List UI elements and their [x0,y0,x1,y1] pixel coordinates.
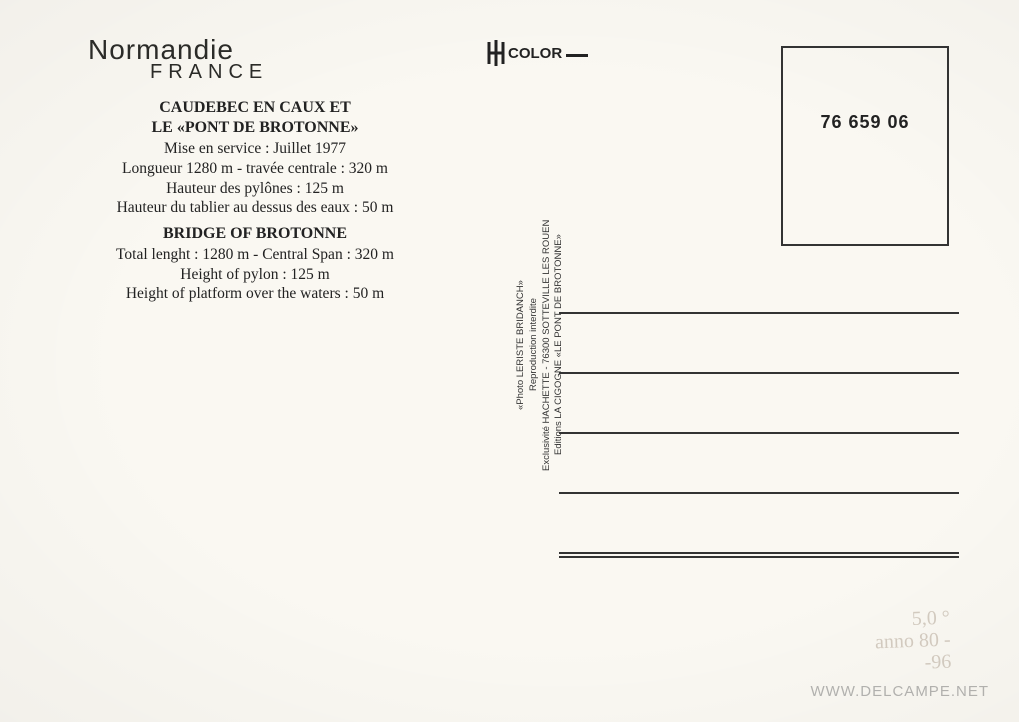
vcred-line3: Reproduction interdite [528,155,541,535]
address-rule-2 [559,372,959,374]
stamp-box: 76 659 06 [781,46,949,246]
fr-line2: Longueur 1280 m - travée centrale : 320 … [40,159,470,179]
title-en: BRIDGE OF BROTONNE [40,224,470,244]
publisher-mark-bar-icon [566,54,588,57]
title-fr-line2: LE «PONT DE BROTONNE» [40,118,470,138]
region-logo: Normandie FRANCE [88,36,268,82]
fr-line4: Hauteur du tablier au dessus des eaux : … [40,198,470,218]
fr-line3: Hauteur des pylônes : 125 m [40,179,470,199]
vcred-line2: Exclusivité HACHETTE - 76300 SOTTEVILLE … [541,155,554,535]
postcard-back: Normandie FRANCE CAUDEBEC EN CAUX ET LE … [0,0,1019,722]
pencil-line1: 5,0 ° [874,607,950,632]
pencil-line3: -96 [876,651,952,676]
publisher-mark-text: COLOR [508,45,562,62]
address-rule-4 [559,492,959,494]
address-lines [559,312,959,616]
en-line1: Total lenght : 1280 m - Central Span : 3… [40,245,470,265]
address-rule-3 [559,432,959,434]
logo-line2: FRANCE [150,62,268,82]
fr-line1: Mise en service : Juillet 1977 [40,139,470,159]
pencil-notes: 5,0 ° anno 80 - -96 [874,607,952,676]
description-block: CAUDEBEC EN CAUX ET LE «PONT DE BROTONNE… [40,98,470,304]
address-rule-1 [559,312,959,314]
pencil-line2: anno 80 - [875,629,951,654]
en-line2: Height of pylon : 125 m [40,265,470,285]
title-fr-line1: CAUDEBEC EN CAUX ET [40,98,470,118]
address-rule-double [559,552,959,558]
stamp-reference: 76 659 06 [783,112,947,133]
logo-line1: Normandie [88,36,268,64]
vcred-line4: «Photo LERISTE BRIDANCH» [515,155,528,535]
site-watermark: WWW.DELCAMPE.NET [810,683,989,700]
publisher-mark: COLOR [486,40,588,71]
publisher-monogram-icon [486,40,506,66]
en-line3: Height of platform over the waters : 50 … [40,284,470,304]
